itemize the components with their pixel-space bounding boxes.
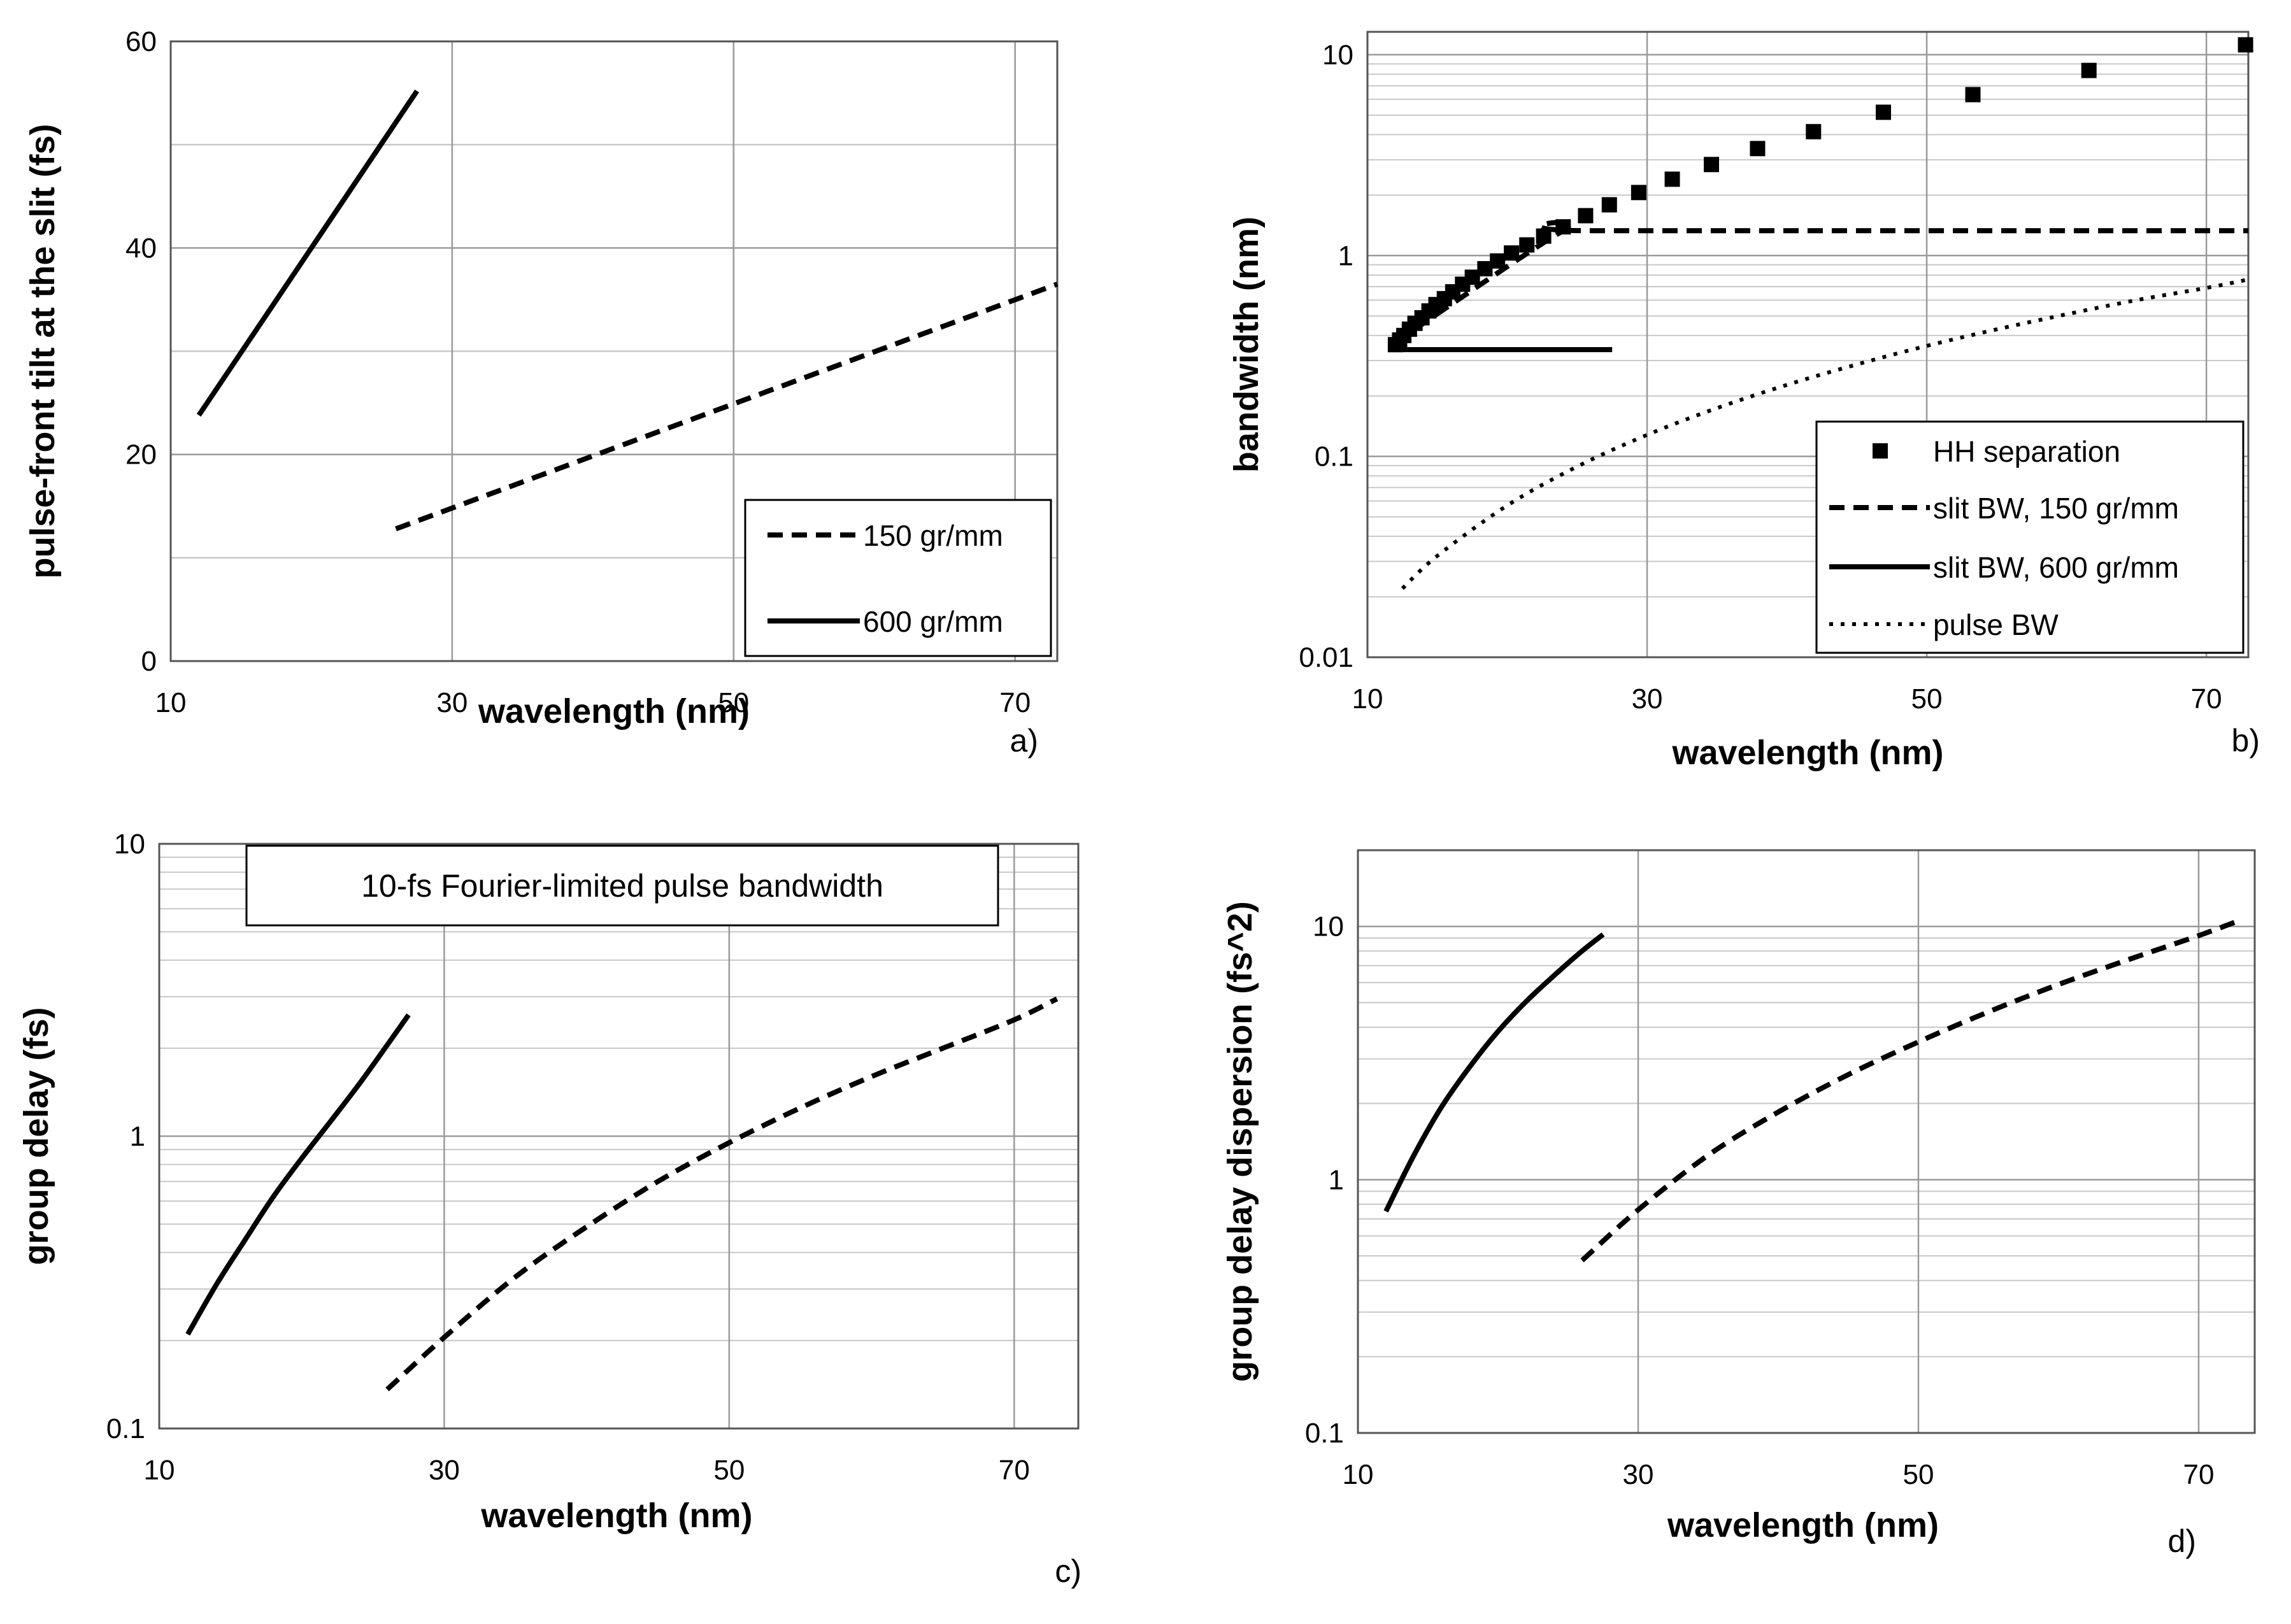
data-point (1490, 253, 1506, 269)
plot-frame (1366, 31, 2250, 659)
series-600-gr-mm (1383, 932, 1605, 1213)
y-tick-label: 40 (125, 232, 157, 264)
y-tick-label: 1 (1338, 240, 1353, 271)
y-tick-label: 0.1 (1305, 1418, 1344, 1449)
x-tick-label: 70 (999, 687, 1031, 718)
data-point (1750, 141, 1766, 157)
x-axis-title: wavelength (nm) (480, 1497, 752, 1535)
y-tick-label: 20 (125, 439, 157, 471)
plot-frame (158, 843, 1080, 1430)
y-tick-label: 1 (1329, 1164, 1344, 1195)
legend-label: slit BW, 150 gr/mm (1933, 492, 2179, 525)
annotation: 10-fs Fourier-limited pulse bandwidth (245, 844, 999, 927)
x-tick-label: 50 (718, 687, 749, 718)
legend-label: 150 gr/mm (863, 519, 1003, 552)
data-point (1664, 171, 1680, 187)
data-point (1519, 237, 1535, 253)
y-axis-title: pulse-front tilt at the slit (fs) (24, 124, 62, 579)
y-tick-label: 0.1 (1315, 441, 1353, 473)
y-tick-label: 0 (141, 646, 157, 677)
x-tick-label: 10 (1352, 683, 1383, 715)
x-tick-label: 70 (2191, 683, 2222, 715)
series-150-gr-mm (385, 996, 1059, 1392)
series-slit-bw-150-gr-mm (1394, 220, 2248, 345)
x-tick-label: 10 (144, 1455, 175, 1486)
y-axis-title: group delay dispersion (fs^2) (1221, 901, 1259, 1382)
plot-area (1358, 850, 2255, 1433)
series-600-gr-mm (185, 1013, 411, 1336)
data-point (1806, 124, 1822, 139)
legend: 150 gr/mm 600 gr/mm (744, 499, 1052, 657)
panel-label: b) (2232, 723, 2260, 759)
y-tick-label: 1 (130, 1121, 145, 1152)
legend-label: pulse BW (1933, 608, 2059, 641)
chart-d: 0.1 1 10 10 30 50 70 wavelength (nm) group delay… (1221, 849, 2256, 1559)
data-point (2237, 37, 2253, 53)
series-pulse-bw (1401, 277, 2249, 590)
plot-frame (1357, 849, 2256, 1434)
x-tick-label: 30 (429, 1455, 460, 1486)
series-150-gr-mm (395, 281, 1059, 532)
legend-box (744, 499, 1052, 657)
data-point (1876, 104, 1892, 120)
x-tick-label: 50 (713, 1455, 745, 1486)
annotation-text: 10-fs Fourier-limited pulse bandwidth (361, 868, 883, 904)
y-tick-label: 10 (114, 829, 145, 860)
y-tick-label: 10 (1313, 911, 1344, 943)
x-tick-label: 70 (2183, 1459, 2215, 1490)
legend: HH separation slit BW, 150 gr/mm slit BW, … (1815, 420, 2245, 654)
y-tick-label: 60 (125, 26, 157, 57)
series-150-gr-mm (1580, 917, 2242, 1263)
panel-label: c) (1055, 1553, 1081, 1589)
data-point (1578, 208, 1594, 224)
y-tick-label: 0.01 (1299, 642, 1353, 673)
x-axis-title: wavelength (nm) (1671, 734, 1943, 772)
series-600-gr-mm (196, 89, 419, 417)
x-tick-label: 50 (1911, 683, 1943, 715)
x-tick-label: 10 (1343, 1459, 1374, 1490)
chart-a: 0 20 40 60 10 30 50 70 wavelength (nm) pulse-fron… (24, 26, 1059, 759)
x-tick-label: 30 (436, 687, 467, 718)
panel-label: d) (2168, 1523, 2196, 1559)
chart-b: 0.01 0.1 1 10 10 30 50 70 wavelength (nm) bandwid… (1227, 31, 2260, 772)
chart-c: 0.1 1 10 10 30 50 70 wavelength (nm) group delay… (17, 829, 1081, 1589)
x-axis-title: wavelength (nm) (1667, 1506, 1939, 1544)
x-tick-label: 50 (1903, 1459, 1934, 1490)
gridlines (158, 843, 1078, 1430)
x-tick-label: 30 (1632, 683, 1663, 715)
y-tick-label: 0.1 (106, 1413, 145, 1444)
x-tick-label: 10 (155, 687, 187, 718)
legend-box (1815, 420, 2245, 654)
x-tick-label: 70 (999, 1455, 1030, 1486)
legend-label: slit BW, 600 gr/mm (1933, 551, 2179, 584)
x-tick-label: 30 (1623, 1459, 1654, 1490)
data-point (1631, 185, 1646, 201)
legend-swatch (1873, 443, 1888, 459)
y-tick-label: 10 (1322, 39, 1353, 71)
annotation-box (245, 844, 999, 927)
plot-frame (169, 40, 1059, 662)
legend-label: 600 gr/mm (863, 605, 1003, 638)
data-point (1965, 87, 1981, 103)
legend-label: HH separation (1933, 435, 2120, 468)
data-point (1704, 157, 1720, 173)
series-hh-separation (1387, 37, 2253, 353)
data-point (1601, 197, 1617, 213)
y-axis-title: bandwidth (nm) (1227, 217, 1266, 473)
data-point (2081, 62, 2097, 78)
x-axis-title: wavelength (nm) (478, 692, 750, 730)
panel-label: a) (1010, 723, 1038, 759)
y-axis-title: group delay (fs) (17, 1007, 55, 1265)
